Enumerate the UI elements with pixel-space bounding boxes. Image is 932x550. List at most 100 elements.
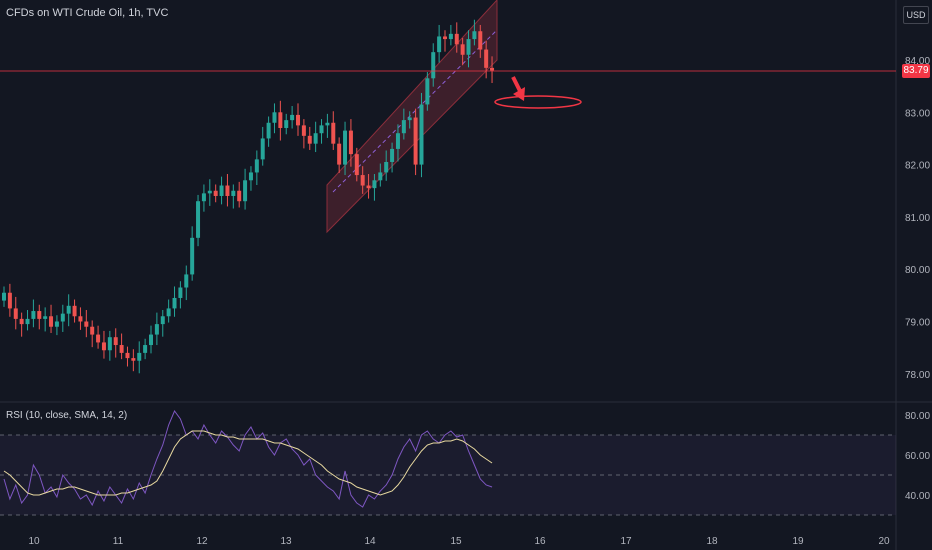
time-tick-label: 10 xyxy=(28,536,40,547)
rsi-tick-label: 80.00 xyxy=(905,411,930,422)
candle-body xyxy=(366,185,371,189)
candle-body xyxy=(360,175,365,186)
price-tick-label: 81.00 xyxy=(905,213,930,224)
candle-body xyxy=(272,112,277,123)
candle-body xyxy=(219,185,224,196)
candle-body xyxy=(431,52,436,79)
candle-body xyxy=(266,122,271,139)
candle-body xyxy=(401,120,406,134)
candle-body xyxy=(343,130,348,165)
price-tick-label: 79.00 xyxy=(905,318,930,329)
time-tick-label: 18 xyxy=(706,536,718,547)
annotations xyxy=(494,76,582,109)
candle-body xyxy=(443,36,447,40)
time-tick-label: 13 xyxy=(280,536,292,547)
price-tick-label: 84.00 xyxy=(905,56,930,67)
candle-body xyxy=(113,337,118,346)
candle-body xyxy=(143,345,148,353)
candle-body xyxy=(484,49,489,68)
candle-body xyxy=(460,44,465,55)
candle-body xyxy=(107,337,112,351)
time-tick-label: 14 xyxy=(364,536,376,547)
candle-body xyxy=(390,148,395,162)
time-tick-label: 19 xyxy=(792,536,804,547)
rsi-sma-line xyxy=(3,430,493,496)
candle-body xyxy=(37,311,42,319)
last-price-tag: 83.79 xyxy=(902,64,930,78)
candle-body xyxy=(237,190,242,202)
candle-body xyxy=(78,316,83,322)
currency-badge[interactable]: USD xyxy=(903,6,929,24)
candle-body xyxy=(454,33,459,45)
candle-body xyxy=(54,321,59,327)
time-tick-label: 20 xyxy=(878,536,890,547)
candle-body xyxy=(137,352,142,361)
candle-body xyxy=(301,125,306,136)
candle-body xyxy=(466,39,471,55)
candle-body xyxy=(325,122,330,126)
candle-body xyxy=(160,316,165,325)
candle-body xyxy=(248,172,253,181)
candle-body xyxy=(84,321,89,327)
candle-body xyxy=(296,114,300,126)
candle-body xyxy=(254,159,259,173)
candle-body xyxy=(372,180,377,189)
candle-body xyxy=(166,308,171,317)
candle-body xyxy=(448,33,453,40)
price-tick-label: 83.00 xyxy=(905,108,930,119)
candle-body xyxy=(337,143,342,165)
candle-body xyxy=(201,193,206,202)
candle-body xyxy=(96,334,101,343)
candle-body xyxy=(478,31,483,50)
candle-body xyxy=(178,287,183,298)
candle-body xyxy=(196,201,201,238)
candle-body xyxy=(319,125,324,134)
arrow-head xyxy=(513,87,525,101)
candle-body xyxy=(119,345,124,353)
candle-body xyxy=(7,292,12,309)
rsi-panel: 80.00 60.00 40.00 xyxy=(0,409,930,516)
candle-body xyxy=(348,130,353,155)
candle-body xyxy=(278,112,283,128)
candle-body xyxy=(395,133,400,149)
rsi-title: RSI (10, close, SMA, 14, 2) xyxy=(6,410,128,421)
candle-body xyxy=(25,318,30,325)
candle-body xyxy=(172,297,177,309)
candle-body xyxy=(490,67,495,71)
candle-body xyxy=(290,114,295,121)
candle-body xyxy=(184,274,189,288)
time-tick-label: 12 xyxy=(196,536,208,547)
candle-body xyxy=(378,172,383,181)
rsi-tick-label: 60.00 xyxy=(905,451,930,462)
candle-body xyxy=(384,161,389,173)
candles xyxy=(2,19,495,374)
channel-body xyxy=(326,0,498,234)
channel-midline xyxy=(332,29,498,193)
price-tick-label: 78.00 xyxy=(905,370,930,381)
time-tick-label: 17 xyxy=(620,536,632,547)
rsi-tick-label: 40.00 xyxy=(905,491,930,502)
candle-body xyxy=(149,334,153,346)
candle-body xyxy=(31,311,36,319)
candle-body xyxy=(125,352,130,359)
candle-body xyxy=(131,358,136,361)
time-tick-label: 11 xyxy=(113,536,124,547)
time-tick-label: 15 xyxy=(450,536,462,547)
candle-body xyxy=(437,36,442,53)
candle-body xyxy=(231,190,236,196)
candle-body xyxy=(154,324,159,335)
candle-body xyxy=(13,308,18,319)
candle-body xyxy=(413,117,418,165)
candle-body xyxy=(2,292,6,301)
candle-body xyxy=(190,237,195,275)
ascending-channel xyxy=(326,0,498,234)
candle-body xyxy=(101,342,106,351)
candle-body xyxy=(243,180,248,202)
candle-body xyxy=(260,138,265,160)
candle-body xyxy=(213,190,218,196)
candle-body xyxy=(49,316,54,327)
candle-body xyxy=(331,122,336,144)
candle-body xyxy=(284,120,289,128)
candle-body xyxy=(425,78,430,105)
